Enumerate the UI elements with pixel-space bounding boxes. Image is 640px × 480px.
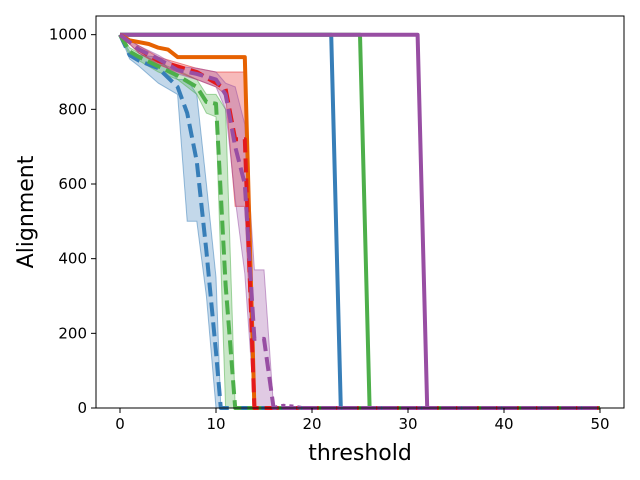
x-tick-label-50: 50 (590, 415, 609, 433)
x-tick-label-30: 30 (398, 415, 417, 433)
x-tick-label-20: 20 (302, 415, 321, 433)
y-tick-label-400: 400 (58, 250, 87, 268)
plot-frame (95, 15, 625, 409)
x-tick-label-10: 10 (206, 415, 225, 433)
y-axis-ticks: 0 200 400 600 800 1000 (49, 26, 96, 417)
y-tick-label-1000: 1000 (49, 26, 87, 44)
x-axis-ticks: 0 10 20 30 40 50 (115, 408, 610, 433)
series-6-line (118, 33, 600, 410)
series-5-band (119, 34, 222, 409)
x-tick-label-40: 40 (494, 415, 513, 433)
y-tick-label-600: 600 (58, 175, 87, 193)
y-tick-label-200: 200 (58, 324, 87, 342)
y-tick-label-800: 800 (58, 100, 87, 118)
y-axis-label: Alignment (14, 155, 39, 268)
x-axis-label: threshold (308, 441, 412, 466)
y-tick-label-0: 0 (77, 399, 87, 417)
x-tick-label-0: 0 (115, 415, 125, 433)
series-8-line (118, 33, 600, 410)
series-5-line (118, 33, 600, 410)
